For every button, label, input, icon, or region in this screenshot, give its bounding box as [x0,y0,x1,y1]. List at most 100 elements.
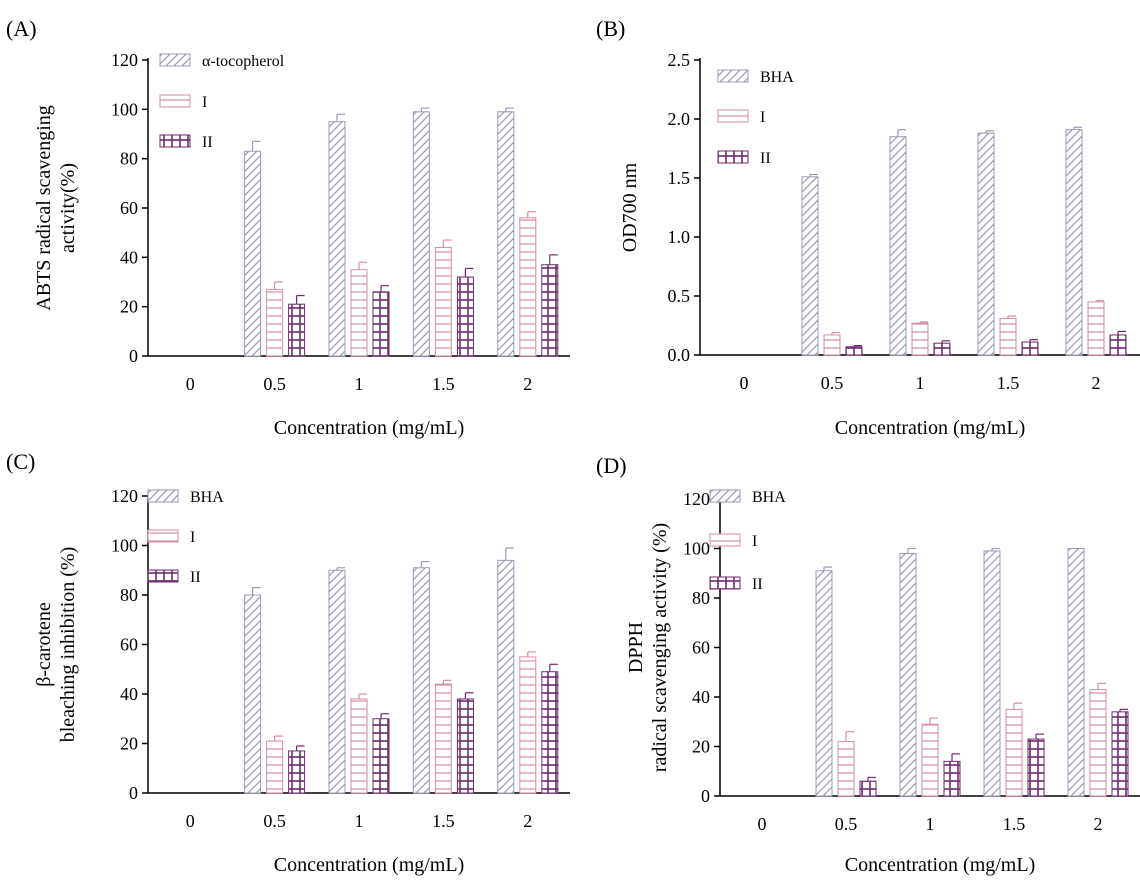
x-tick-label: 2 [523,374,532,394]
legend-label: BHA [760,69,794,86]
x-tick-label: 1.5 [1003,814,1026,834]
y-tick-label: 100 [111,99,138,119]
x-tick-label: 0 [740,373,749,393]
bar [845,346,863,356]
bar [911,322,929,356]
bar [350,698,368,794]
bar [456,276,474,357]
bar [372,718,390,794]
bar [288,750,306,794]
y-tick-label: 100 [683,539,710,559]
x-tick-label: 1 [355,374,364,394]
y-tick-label: 80 [120,149,138,169]
legend-label: II [760,150,771,167]
bar [1065,129,1083,356]
bar [412,111,430,357]
bar [412,567,430,794]
bar [288,303,306,357]
bar [328,569,346,794]
x-axis-title: Concentration (mg/mL) [274,417,465,439]
y-tick-label: 120 [111,50,138,70]
x-tick-label: 0.5 [835,814,858,834]
x-tick-label: 2 [1094,814,1103,834]
legend-label: I [190,529,195,546]
y-axis-title: β-carotene [33,602,55,687]
y-tick-label: 40 [120,247,138,267]
y-tick-label: 40 [692,687,710,707]
bar [266,288,284,357]
bar [541,671,559,794]
y-axis-title: bleaching inhibition (%) [57,547,79,743]
legend-swatch [147,529,179,543]
x-tick-label: 0.5 [821,373,844,393]
legend-swatch [709,489,741,503]
bar [921,723,939,797]
legend-swatch [159,134,191,148]
x-axis-title: Concentration (mg/mL) [274,854,465,876]
bar [943,760,961,797]
y-tick-label: 40 [120,684,138,704]
legend-swatch [717,150,749,164]
y-tick-label: 1.5 [668,168,691,188]
y-tick-label: 60 [120,198,138,218]
legend-label: II [202,134,213,151]
y-tick-label: 80 [692,588,710,608]
legend-label: BHA [190,489,224,506]
y-tick-label: 60 [692,638,710,658]
bar [983,550,1001,797]
x-tick-label: 2 [1092,373,1101,393]
panel-d: (D) 0 20 40 60 80 100 120 DPPH radical scavenging… [570,441,1140,881]
x-tick-label: 1.5 [432,811,455,831]
bar [328,121,346,357]
legend-label: I [752,533,757,550]
bar [244,594,262,794]
x-tick-label: 1.5 [997,373,1020,393]
legend-label: I [760,109,765,126]
y-tick-label: 60 [120,635,138,655]
legend-swatch [147,489,179,503]
bar [815,570,833,797]
panel-label: (D) [596,453,627,478]
x-tick-label: 0.5 [263,374,286,394]
legend-label: α-tocopherol [202,53,285,70]
bar [933,342,951,356]
bar [1087,301,1105,356]
y-tick-label: 0.0 [668,345,691,365]
panel-b: (B) 0.0 0.5 1.0 1.5 2.0 2.5 OD700 nm 0 0.5 1 1.5 2 Co… [570,0,1140,440]
y-tick-label: 120 [111,486,138,506]
y-tick-label: 80 [120,585,138,605]
bar [999,317,1017,356]
bar [823,334,841,356]
x-axis-title: Concentration (mg/mL) [845,854,1036,876]
bar [801,176,819,356]
bar [497,111,515,357]
y-tick-label: 1.0 [668,227,691,247]
y-axis-title: ABTS radical scavenging [33,105,55,311]
x-tick-label: 0 [758,814,767,834]
x-tick-label: 1.5 [432,374,455,394]
bar [1111,711,1129,797]
panel-label: (B) [596,16,625,41]
legend-swatch [159,53,191,67]
x-tick-label: 0 [186,374,195,394]
y-tick-label: 100 [111,536,138,556]
y-tick-label: 20 [120,297,138,317]
legend-swatch [709,533,741,547]
y-tick-label: 0 [129,346,138,366]
bar [1021,341,1039,356]
legend-label: I [202,94,207,111]
x-tick-label: 1 [926,814,935,834]
panel-label: (C) [6,449,35,474]
panel-a: (A) 0 20 40 60 80 100 120 ABTS radical scavengin… [0,0,570,440]
bar [244,150,262,357]
legend-label: BHA [752,489,786,506]
bar [519,656,537,794]
x-tick-label: 0.5 [263,811,286,831]
y-axis-title: radical scavenging activity (%) [649,523,671,772]
legend-swatch [147,569,179,583]
bar [1005,708,1023,797]
bar [456,698,474,794]
